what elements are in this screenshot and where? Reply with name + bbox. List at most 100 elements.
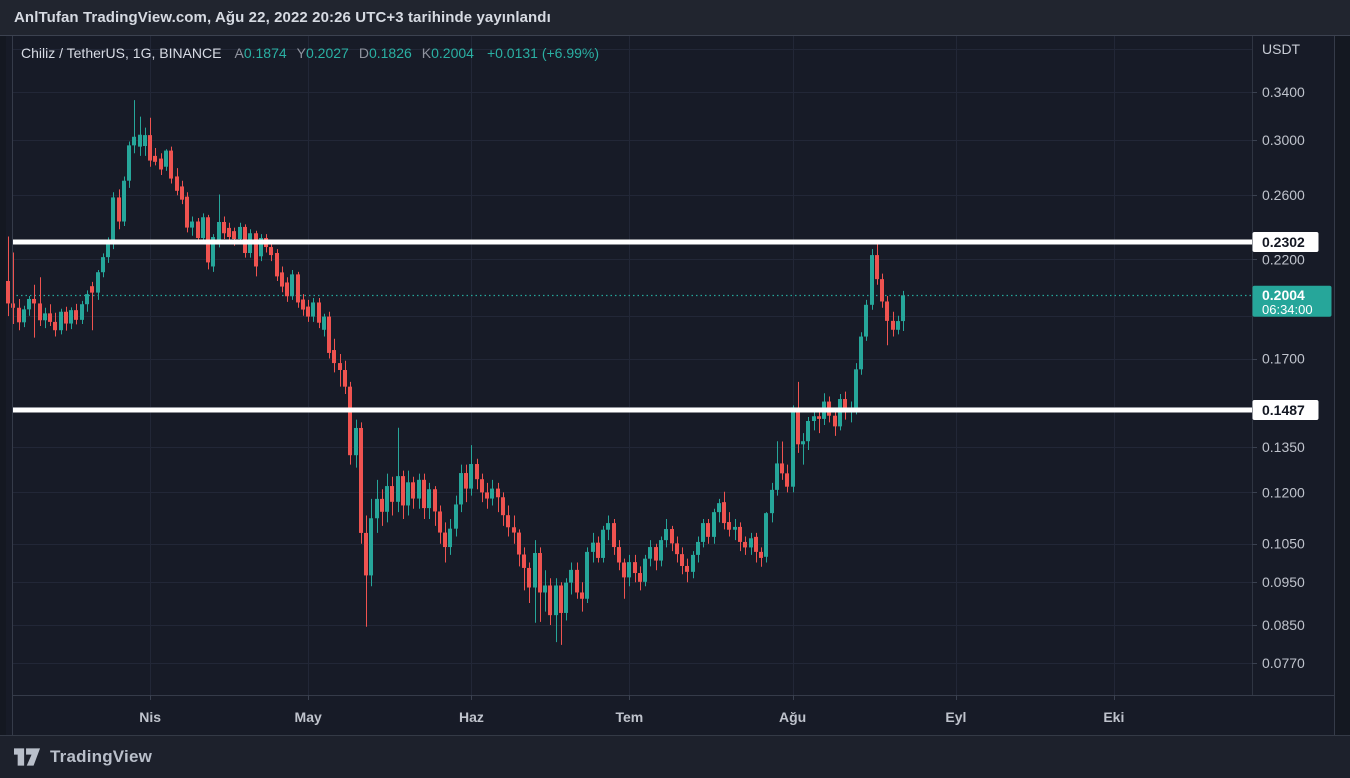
candle-down	[885, 296, 889, 346]
candle-up	[69, 307, 73, 330]
level-price-label: 0.1487	[1252, 399, 1319, 420]
candle-down	[117, 189, 121, 230]
candle-down	[706, 518, 710, 544]
candle-up	[469, 445, 473, 496]
candle-down	[296, 271, 300, 308]
price-axis[interactable]	[1252, 36, 1334, 695]
candle-down	[332, 338, 336, 373]
candle-down	[538, 547, 542, 622]
candle-down	[880, 273, 884, 308]
currency-label: USDT	[1262, 41, 1301, 57]
candle-up	[627, 554, 631, 587]
candle-down	[517, 529, 521, 567]
time-axis-label: May	[295, 709, 322, 725]
candle-up	[648, 540, 652, 567]
candle-down	[891, 311, 895, 337]
change-value: +0.0131 (+6.99%)	[486, 45, 600, 61]
candle-up	[664, 518, 668, 548]
candle-up	[190, 216, 194, 236]
candle-down	[90, 281, 94, 331]
candle-up	[770, 482, 774, 523]
candle-down	[175, 168, 179, 196]
candle-up	[569, 562, 573, 595]
candle-up	[606, 515, 610, 541]
candle-down	[722, 491, 726, 530]
candle-up	[749, 532, 753, 555]
candle-up	[59, 308, 63, 335]
candle-down	[280, 266, 284, 293]
price-tick-label: 0.0950	[1262, 574, 1305, 590]
candle-up	[290, 270, 294, 300]
chart-area: USDT 0.3400 0.3000 0.2600 0.2200 0.1700 0.1350…	[0, 36, 1350, 735]
candle-up	[601, 525, 605, 563]
candle-down	[522, 547, 526, 591]
candle-up	[43, 307, 47, 329]
candle-down	[754, 532, 758, 563]
price-tick-label: 0.2200	[1262, 251, 1305, 267]
price-tick-label: 0.1700	[1262, 351, 1305, 367]
candle-down	[64, 306, 68, 331]
footer-bar: TradingView	[0, 735, 1350, 778]
candle-down	[496, 482, 500, 513]
candle-up	[369, 498, 373, 587]
candle-down	[480, 473, 484, 503]
price-tick-label: 0.3000	[1262, 132, 1305, 148]
candle-down	[327, 311, 331, 359]
candle-up	[122, 176, 126, 226]
candle-down	[53, 312, 57, 337]
candle-up	[533, 540, 537, 623]
candle-down	[638, 566, 642, 591]
candle-up	[896, 315, 900, 335]
candle-down	[680, 547, 684, 575]
candle-up	[801, 433, 805, 465]
candle-up	[870, 249, 874, 310]
symbol-title[interactable]: Chiliz / TetherUS, 1G, BINANCE	[21, 45, 222, 61]
candle-down	[6, 236, 10, 317]
candle-up	[85, 290, 89, 312]
candle-up	[717, 498, 721, 523]
candle-up	[659, 536, 663, 567]
candle-up	[806, 417, 810, 451]
candle-down	[670, 525, 674, 552]
candle-down	[612, 518, 616, 555]
candle-down	[527, 562, 531, 604]
candle-up	[96, 270, 100, 300]
candle-up	[554, 578, 558, 643]
candle-down	[275, 249, 279, 281]
candle-down	[633, 554, 637, 583]
candle-down	[580, 582, 584, 612]
candle-down	[548, 578, 552, 625]
candle-up	[354, 419, 358, 468]
time-axis[interactable]	[12, 695, 1334, 735]
candle-down	[743, 536, 747, 555]
tradingview-brand-link[interactable]: TradingView	[50, 747, 153, 766]
candle-down	[32, 284, 36, 338]
candle-up	[459, 464, 463, 513]
tradingview-logo-icon[interactable]	[14, 748, 41, 766]
level-price-label-text: 0.1487	[1262, 402, 1305, 418]
candle-down	[575, 562, 579, 599]
candle-up	[427, 482, 431, 519]
candle-down	[306, 299, 310, 322]
candle-down	[727, 512, 731, 537]
time-axis-label: Tem	[616, 709, 644, 725]
candle-up	[854, 363, 858, 415]
candle-up	[696, 536, 700, 563]
time-axis-label: Ağu	[779, 709, 806, 725]
candle-up	[385, 473, 389, 523]
candle-down	[817, 411, 821, 434]
candle-down	[780, 441, 784, 480]
candle-up	[27, 296, 31, 316]
candle-down	[359, 422, 363, 544]
candle-down	[180, 180, 184, 205]
candle-down	[285, 277, 289, 302]
chart-pane[interactable]	[12, 36, 1252, 695]
time-axis-label: Eki	[1103, 709, 1124, 725]
price-tick-label: 0.1050	[1262, 536, 1305, 552]
last-price-value: 0.2004	[1262, 287, 1305, 303]
candle-down	[153, 147, 157, 166]
price-axis-labels: USDT 0.3400 0.3000 0.2600 0.2200 0.1700 0.1350…	[1252, 41, 1305, 671]
candle-down	[475, 458, 479, 490]
